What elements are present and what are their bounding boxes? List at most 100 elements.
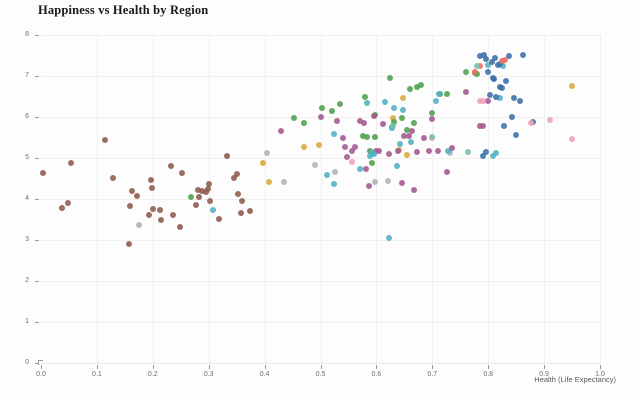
x-tick-mark xyxy=(544,365,546,369)
y-tick-mark xyxy=(35,76,39,77)
data-point xyxy=(503,77,510,84)
data-point xyxy=(480,51,487,58)
data-point xyxy=(167,163,174,170)
data-point xyxy=(449,144,456,151)
data-point xyxy=(413,84,420,91)
data-point xyxy=(348,148,355,155)
y-tick-mark xyxy=(35,322,39,323)
data-point xyxy=(336,100,343,107)
data-point xyxy=(195,193,202,200)
data-point xyxy=(443,90,450,97)
data-point xyxy=(348,158,355,165)
axis-origin-corner xyxy=(38,360,43,365)
y-tick-mark xyxy=(35,281,39,282)
data-point xyxy=(408,139,415,145)
x-tick-mark xyxy=(264,365,266,369)
data-point xyxy=(64,200,71,207)
x-tick-label: 0.6 xyxy=(371,371,382,378)
data-point xyxy=(429,110,436,117)
data-point xyxy=(364,100,371,107)
y-tick-mark xyxy=(35,35,39,36)
data-point xyxy=(362,94,369,101)
y-tick-label: 1 xyxy=(25,318,29,325)
data-point xyxy=(147,177,154,184)
gridline-vertical xyxy=(376,35,378,363)
y-tick-mark xyxy=(35,117,39,118)
data-point xyxy=(148,184,155,191)
data-point xyxy=(390,115,397,122)
data-point xyxy=(311,162,318,169)
x-tick-label: 1.0 xyxy=(595,371,605,378)
data-point xyxy=(405,133,412,140)
data-point xyxy=(215,216,222,223)
data-point xyxy=(443,168,450,175)
data-point xyxy=(145,211,152,218)
x-tick-mark xyxy=(320,365,322,369)
data-point xyxy=(194,186,201,193)
y-tick-label: 8 xyxy=(25,31,29,38)
data-point xyxy=(134,192,141,199)
data-point xyxy=(413,149,420,156)
data-point xyxy=(176,224,183,231)
data-point xyxy=(372,133,379,140)
data-point xyxy=(359,133,366,140)
data-point xyxy=(126,240,133,247)
x-tick-label: 0.5 xyxy=(315,371,326,378)
y-tick-label: 0 xyxy=(25,359,29,366)
data-point xyxy=(339,135,346,142)
data-point xyxy=(384,178,391,185)
y-tick-label: 2 xyxy=(25,277,29,284)
y-tick-mark xyxy=(35,363,39,364)
data-point xyxy=(281,179,288,186)
data-point xyxy=(366,153,373,160)
data-point xyxy=(499,62,506,69)
data-point xyxy=(490,75,497,82)
y-tick-label: 7 xyxy=(25,72,29,79)
data-point xyxy=(371,113,378,120)
x-tick-mark xyxy=(208,365,210,369)
data-point xyxy=(406,86,413,93)
data-point xyxy=(489,152,496,159)
data-point xyxy=(411,186,418,193)
data-point xyxy=(380,121,387,128)
data-point xyxy=(527,119,534,126)
data-point xyxy=(328,107,335,114)
data-point xyxy=(493,93,500,100)
data-point xyxy=(491,54,498,61)
data-point xyxy=(260,159,267,166)
data-point xyxy=(127,202,134,209)
data-point xyxy=(178,169,185,176)
gridline-vertical xyxy=(320,35,322,363)
data-point xyxy=(429,115,436,122)
y-tick-mark xyxy=(35,199,39,200)
data-point xyxy=(506,52,513,59)
x-tick-label: 0.2 xyxy=(147,371,158,378)
data-point xyxy=(487,92,494,99)
data-point xyxy=(513,132,520,139)
data-point xyxy=(342,143,349,150)
data-point xyxy=(500,123,507,130)
data-point xyxy=(516,98,523,105)
data-point xyxy=(300,119,307,126)
data-point xyxy=(386,75,393,82)
y-tick-label: 3 xyxy=(25,236,29,243)
data-point xyxy=(372,178,379,185)
data-point xyxy=(365,183,372,190)
x-tick-label: 0.8 xyxy=(483,371,494,378)
gridline-vertical xyxy=(264,35,266,363)
x-tick-label: 0.0 xyxy=(36,371,46,378)
data-point xyxy=(394,147,401,154)
x-tick-mark xyxy=(488,365,490,369)
data-point xyxy=(418,81,425,88)
data-point xyxy=(266,179,273,186)
x-tick-label: 0.7 xyxy=(427,371,438,378)
data-point xyxy=(239,197,246,204)
gridline-vertical xyxy=(96,35,98,363)
data-point xyxy=(59,205,66,212)
data-point xyxy=(234,191,241,198)
x-tick-mark xyxy=(600,365,601,369)
data-point xyxy=(209,207,216,214)
data-point xyxy=(485,61,492,68)
data-point xyxy=(474,62,481,69)
data-point xyxy=(432,98,439,105)
